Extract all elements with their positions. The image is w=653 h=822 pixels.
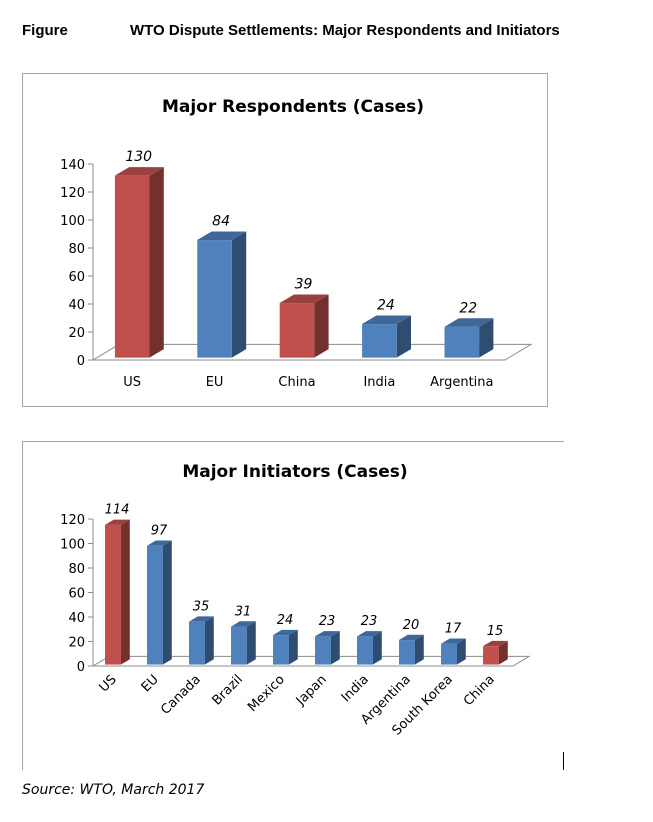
x-tick-label: US [97, 672, 120, 695]
x-tick-label: US [123, 375, 141, 390]
figure-title: WTO Dispute Settlements: Major Responden… [130, 22, 560, 39]
data-label: 31 [235, 604, 252, 619]
bar-top [273, 629, 298, 636]
x-tick-label: China [278, 375, 315, 390]
x-tick-label: Brazil [210, 672, 246, 708]
data-label: 84 [212, 213, 230, 229]
y-tick-label: 100 [60, 214, 85, 229]
bar-top [441, 638, 466, 644]
data-label: 20 [403, 618, 420, 633]
data-label: 97 [151, 523, 168, 538]
bar-top [399, 634, 424, 641]
x-tick-label: Canada [158, 672, 204, 718]
data-label: 23 [361, 614, 378, 629]
bar-top [147, 540, 172, 546]
y-tick-label: 60 [68, 587, 85, 602]
bar-top [189, 616, 214, 622]
x-tick-label: India [363, 375, 395, 390]
y-tick-label: 0 [77, 660, 85, 675]
y-tick-label: 60 [68, 270, 85, 285]
bar-top [105, 519, 130, 525]
bar-top [315, 631, 340, 637]
y-tick-label: 140 [60, 158, 85, 173]
data-label: 15 [487, 624, 504, 639]
bar [357, 636, 373, 665]
bar [362, 324, 397, 358]
y-tick-label: 120 [60, 513, 85, 528]
y-tick-label: 40 [68, 298, 85, 313]
x-tick-label: EU [206, 375, 224, 390]
data-label: 114 [105, 503, 130, 518]
bar-side [414, 634, 424, 665]
x-tick-label: India [339, 672, 372, 705]
x-tick-label: Mexico [245, 672, 288, 715]
data-label: 23 [319, 614, 336, 629]
data-label: 24 [277, 613, 294, 628]
bar [189, 621, 205, 665]
data-label: 22 [459, 300, 477, 316]
bar-side [246, 621, 256, 665]
source-note: Source: WTO, March 2017 [22, 782, 205, 798]
y-tick-label: 80 [68, 242, 85, 257]
bar-top [357, 631, 382, 637]
bar-side [204, 616, 214, 665]
bar [279, 303, 315, 358]
y-tick-label: 80 [68, 562, 85, 577]
bar-top [279, 294, 329, 304]
bar [399, 640, 415, 665]
bar [147, 545, 163, 665]
data-label: 24 [377, 297, 395, 313]
bar-top [483, 640, 508, 647]
bar [483, 646, 499, 665]
bar [231, 626, 247, 665]
bar-side [162, 540, 172, 665]
chart-title: Major Initiators (Cases) [182, 462, 407, 482]
bar-side [120, 519, 130, 665]
x-tick-label: EU [139, 672, 162, 695]
bar [105, 524, 121, 665]
x-tick-label: Japan [293, 672, 330, 709]
respondents-chart-frame: Major Respondents (Cases) 0 20 40 60 80 100 120… [22, 73, 548, 407]
y-tick-label: 20 [68, 326, 85, 341]
bar-side [396, 315, 412, 358]
bar-top [197, 231, 247, 241]
bar-side [149, 167, 164, 358]
y-tick-label: 120 [60, 186, 85, 201]
bar-side [288, 629, 298, 665]
figure-label: Figure [22, 22, 68, 39]
y-tick-label: 40 [68, 611, 85, 626]
bar-side [314, 294, 329, 358]
bar-side [231, 231, 247, 358]
y-tick-label: 20 [68, 636, 85, 651]
bar [444, 326, 480, 358]
bar [315, 636, 331, 665]
bar [273, 635, 289, 665]
chart-title: Major Respondents (Cases) [162, 97, 424, 117]
data-label: 35 [193, 599, 210, 614]
bar-side [498, 640, 508, 665]
bar-top [231, 621, 256, 627]
x-tick-label: Argentina [430, 375, 493, 390]
bar-side [456, 638, 466, 665]
frame-corner-mark [563, 752, 564, 770]
bar-side [479, 318, 494, 358]
bar [197, 240, 232, 358]
data-label: 17 [445, 621, 462, 636]
initiators-chart: Major Initiators (Cases) 0 20 40 60 80 100 120 1… [60, 462, 531, 739]
y-tick-label: 0 [77, 354, 85, 369]
bar [441, 643, 457, 665]
respondents-chart: Major Respondents (Cases) 0 20 40 60 80 100 120… [60, 97, 533, 390]
bar [114, 175, 150, 358]
bar-top [444, 318, 494, 327]
x-tick-label: China [461, 672, 498, 709]
data-label: 39 [295, 276, 313, 292]
bar-side [330, 631, 340, 665]
initiators-chart-frame: Major Initiators (Cases) 0 20 40 60 80 100 120 1… [22, 441, 564, 770]
data-label: 130 [125, 149, 152, 165]
bar-top [114, 167, 164, 176]
bar-side [372, 631, 382, 665]
figure-header: Figure WTO Dispute Settlements: Major Re… [22, 22, 653, 42]
y-tick-label: 100 [60, 538, 85, 553]
bar-top [362, 315, 412, 325]
